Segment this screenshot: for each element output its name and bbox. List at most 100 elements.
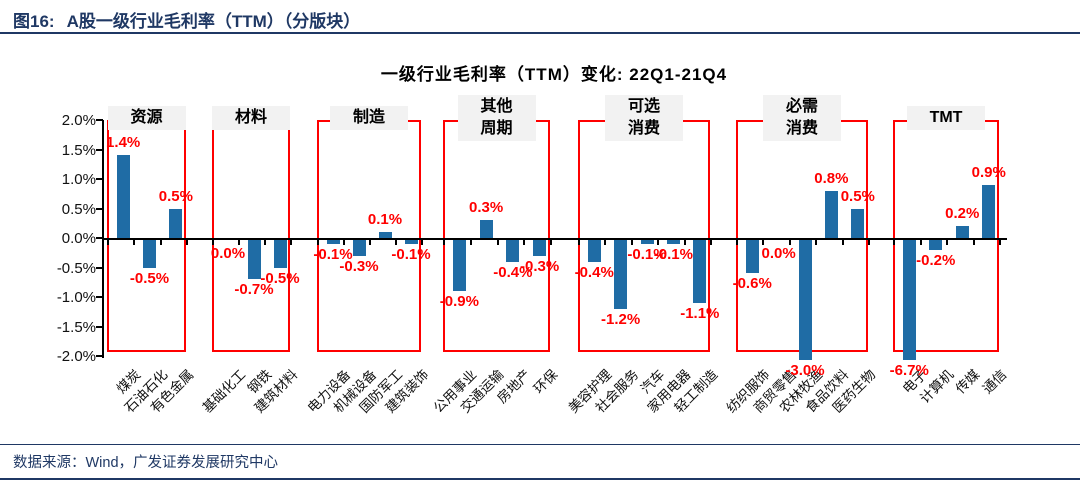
bar-value-label: -1.2% xyxy=(601,310,641,328)
x-axis-tick xyxy=(736,240,738,245)
bar xyxy=(902,238,916,360)
group-header-label: 资源 xyxy=(130,109,163,126)
group-box xyxy=(317,120,421,352)
x-axis-tick xyxy=(395,240,397,245)
x-axis-tick xyxy=(578,240,580,245)
bar xyxy=(955,226,969,238)
footer-divider-top xyxy=(0,444,1080,445)
bar-value-label: -0.1% xyxy=(391,245,431,263)
x-axis-tick xyxy=(893,240,895,245)
bar xyxy=(116,155,130,238)
bar-value-label: 0.3% xyxy=(469,199,504,217)
bar-value-label: 0.0% xyxy=(210,245,246,262)
y-axis-tick xyxy=(96,148,103,151)
bar xyxy=(326,238,340,244)
bar-value-label: 0.8% xyxy=(814,169,849,187)
bar xyxy=(533,238,547,256)
y-axis-tick xyxy=(96,119,103,121)
bar xyxy=(143,238,156,268)
group-header: 其他 周期 xyxy=(457,95,536,141)
bar xyxy=(506,238,520,262)
bar-value-label: 0.9% xyxy=(971,163,1006,181)
bar-value-label: -0.5% xyxy=(260,269,300,287)
bar-value-label: -0.2% xyxy=(916,251,956,269)
bar xyxy=(169,208,183,238)
x-axis-tick xyxy=(999,240,1001,245)
figure-title: A股一级行业毛利率（TTM）（分版块） xyxy=(66,12,361,31)
x-axis-tick xyxy=(919,240,922,245)
group-header: 资源 xyxy=(107,106,186,130)
x-axis-tick xyxy=(212,240,214,245)
x-axis-tick xyxy=(630,240,633,245)
bar xyxy=(352,238,366,256)
group-header: 材料 xyxy=(212,106,290,130)
y-axis-tick xyxy=(96,325,103,328)
y-axis-tick-label: -0.5% xyxy=(56,259,96,277)
x-axis-tick xyxy=(946,240,948,245)
bar-value-label: -0.1% xyxy=(313,245,353,263)
x-axis-tick xyxy=(868,240,870,245)
x-axis-tick xyxy=(815,240,818,245)
group-header-label: 消费 xyxy=(627,120,660,137)
y-axis-tick-label: 2.0% xyxy=(61,112,96,129)
bar xyxy=(404,238,418,244)
group-box xyxy=(212,120,290,352)
x-axis-tick xyxy=(264,240,266,245)
x-axis-line xyxy=(102,238,1007,240)
x-axis-tick xyxy=(496,240,499,245)
bar-value-label: -0.3% xyxy=(339,257,379,275)
bar xyxy=(247,238,261,280)
y-axis-tick xyxy=(96,266,103,269)
group-header-label: 可选 xyxy=(627,98,660,115)
y-axis-tick-label: 0.5% xyxy=(61,200,96,218)
group-box xyxy=(443,120,550,352)
y-axis-tick xyxy=(96,296,103,298)
bar xyxy=(614,238,628,309)
x-axis-tick xyxy=(657,240,660,245)
footer-divider-bottom xyxy=(0,478,1080,480)
x-axis-tick xyxy=(443,240,445,245)
bar-value-label: 0.0% xyxy=(761,245,796,262)
bar xyxy=(452,238,466,292)
bar xyxy=(745,238,759,274)
figure-label: 图16: xyxy=(13,12,55,31)
bar xyxy=(587,238,601,262)
bar xyxy=(982,184,996,238)
bar-value-label: 0.2% xyxy=(945,205,980,223)
bar-value-label: -6.7% xyxy=(889,362,929,379)
x-axis-tick xyxy=(841,240,844,245)
group-header-label: TMT xyxy=(929,109,963,126)
bar-value-label: -0.1% xyxy=(653,245,693,263)
x-axis-tick xyxy=(550,240,552,245)
bar-value-label: 1.4% xyxy=(106,134,141,152)
x-axis-tick xyxy=(369,240,371,245)
bar xyxy=(273,238,287,268)
bar xyxy=(693,238,707,303)
y-axis-tick xyxy=(96,207,103,210)
y-axis-tick-label: 0.0% xyxy=(61,230,96,247)
x-axis-tick xyxy=(972,240,975,245)
group-header-label: 周期 xyxy=(480,120,513,137)
bar-value-label: 0.1% xyxy=(367,211,403,229)
group-header: 可选 消费 xyxy=(605,95,683,141)
y-axis-tick xyxy=(96,237,103,239)
data-source: 数据来源：Wind，广发证券发展研究中心 xyxy=(13,455,279,471)
x-axis-tick xyxy=(683,240,686,245)
group-header-label: 制造 xyxy=(352,109,385,126)
y-axis-tick xyxy=(96,355,103,357)
x-axis-tick xyxy=(343,240,345,245)
y-axis-tick-label: -1.5% xyxy=(56,318,96,336)
group-header: 必需 消费 xyxy=(763,95,841,141)
x-axis-tick xyxy=(238,240,240,245)
bar-value-label: -1.1% xyxy=(680,304,720,322)
x-axis-tick xyxy=(159,240,162,245)
figure-header: 图16: A股一级行业毛利率（TTM）（分版块） xyxy=(13,7,360,32)
bar xyxy=(640,238,654,244)
bar-value-label: -0.3% xyxy=(520,257,560,275)
bar-value-label: -0.4% xyxy=(493,263,533,281)
bar-value-label: -0.6% xyxy=(732,275,772,293)
bar-value-label: -0.7% xyxy=(234,281,274,299)
x-axis-tick xyxy=(133,240,136,245)
y-axis-tick-label: 1.0% xyxy=(61,171,96,188)
